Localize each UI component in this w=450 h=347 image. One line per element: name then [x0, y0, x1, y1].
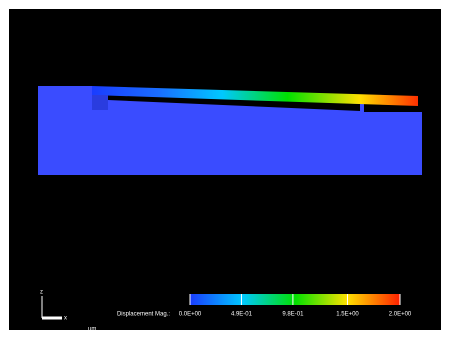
colorbar-tick-label: 1.5E+00	[336, 312, 359, 318]
page: z x um Displacement Mag.: COVENTOR 0.0E+…	[0, 0, 450, 347]
axis-label: x	[64, 316, 67, 322]
substrate	[38, 112, 422, 175]
colorbar-tick-label: 9.8E-01	[282, 312, 304, 318]
colorbar-tick-label: 0.0E+00	[179, 312, 202, 318]
axis-label: z	[40, 290, 43, 296]
colorbar-tick-label: 4.9E-01	[231, 312, 253, 318]
colorbar	[190, 294, 400, 305]
viewport: z x um Displacement Mag.: COVENTOR 0.0E+…	[0, 0, 450, 347]
unit: um	[88, 327, 96, 333]
brand: COVENTOR	[370, 331, 427, 342]
colorbar-label: Displacement Mag.:	[117, 312, 170, 318]
beam-root	[92, 95, 108, 110]
colorbar-tick-label: 2.0E+00	[389, 312, 412, 318]
anchor	[38, 86, 92, 113]
